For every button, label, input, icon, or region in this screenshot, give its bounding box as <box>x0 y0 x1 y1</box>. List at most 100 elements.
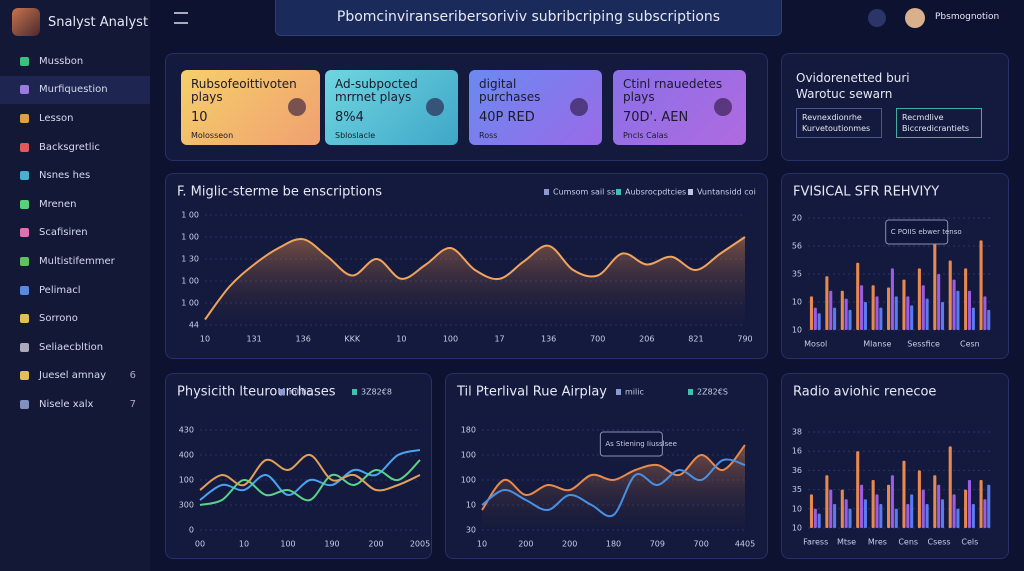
x-tick-label: 10 <box>239 540 249 549</box>
menu-item[interactable]: Juesel amnay 6 <box>0 362 150 391</box>
chart-title: Radio aviohic renecoe <box>793 385 936 400</box>
bar <box>894 296 898 330</box>
summary-box: Revnexdionrhe Kurvetoutionmes <box>796 108 882 138</box>
summary-line: Kurvetoutionmes <box>802 124 871 133</box>
icon[interactable] <box>868 9 886 27</box>
bar <box>871 480 875 528</box>
menu-item[interactable]: Murfiquestion <box>0 75 150 105</box>
bar <box>967 480 972 528</box>
x-tick-label: 100 <box>280 540 295 549</box>
x-tick-label: 00 <box>195 540 205 549</box>
x-tick-label: 10 <box>477 540 487 549</box>
bar <box>848 508 852 528</box>
summary-panel: Ovidorenetted buri Warotuc sewarn Revnex… <box>781 53 1009 161</box>
tooltip-text: As Stiening Iiusslsee <box>605 440 677 448</box>
bar <box>856 262 860 330</box>
bar <box>917 470 921 528</box>
bar <box>825 475 829 528</box>
card-icon <box>288 98 306 116</box>
line <box>199 453 421 492</box>
summary-line: Revnexdionrhe <box>802 113 862 122</box>
bar <box>925 504 929 528</box>
card-value: 40P RED <box>479 110 535 125</box>
y-tick-label: 56 <box>792 242 802 251</box>
menu-item[interactable]: Multistifemmer <box>0 247 150 276</box>
avatar <box>12 8 40 36</box>
x-tick-label: 136 <box>296 335 311 344</box>
y-tick-label: 10 <box>792 524 802 533</box>
bar <box>948 446 952 528</box>
card-caption: Ross <box>479 131 498 140</box>
menu-item[interactable]: Scafisiren <box>0 219 150 248</box>
x-tick-label: 10 <box>396 335 406 344</box>
line <box>481 458 746 518</box>
menu-item[interactable]: Mussbon <box>0 47 150 76</box>
x-tick-label: 200 <box>368 540 383 549</box>
bar <box>940 499 945 528</box>
y-tick-label: 38 <box>792 428 802 437</box>
card-caption: Molosseon <box>191 131 234 140</box>
menu-item[interactable]: Mrenen <box>0 190 150 219</box>
x-tick-label: Sessfice <box>907 340 940 349</box>
menu-label: Murfiquestion <box>39 84 108 96</box>
bar <box>971 504 975 528</box>
menu-icon <box>20 113 29 123</box>
x-tick-label: 131 <box>246 335 261 344</box>
menu-icon <box>20 314 29 324</box>
stat-card: digital purchases 40P RED Ross <box>469 70 602 145</box>
x-tick-label: Csess <box>928 538 951 547</box>
menu-item[interactable]: Nsnes hes <box>0 161 150 190</box>
y-tick-label: 35 <box>792 485 802 494</box>
profile-name[interactable]: Pbsmognotion <box>935 12 1000 22</box>
y-tick-label: 16 <box>792 447 802 456</box>
bar <box>844 499 848 528</box>
x-tick-label: Mres <box>868 538 887 547</box>
bar <box>875 494 879 528</box>
menu-item[interactable]: Seliaecbltion <box>0 333 150 362</box>
bar <box>971 307 975 330</box>
bar <box>833 307 837 330</box>
bar <box>817 313 821 330</box>
area <box>205 237 745 325</box>
menu-item[interactable]: Backsgretlic <box>0 133 150 162</box>
bar <box>871 285 875 330</box>
stat-card: Ctinl rnauedetes plays 70D'. AEN Pncls Cal… <box>613 70 746 145</box>
bar <box>952 494 956 528</box>
menu-item[interactable]: Sorrono <box>0 304 150 333</box>
menu-icon <box>20 342 29 352</box>
bar <box>937 274 941 330</box>
bar <box>879 504 883 528</box>
menu-icon <box>20 85 29 95</box>
menu-item[interactable]: Lesson <box>0 104 150 133</box>
y-tick-label: 430 <box>179 426 194 435</box>
bar <box>983 296 987 330</box>
sidebar: Snalyst Analyst Mussbon Murfiquestion Less… <box>0 0 150 571</box>
menu-icon <box>20 285 29 295</box>
menu-label: Pelimacl <box>39 284 81 296</box>
menu-item[interactable]: Pelimacl <box>0 276 150 305</box>
bar <box>813 307 817 330</box>
bar <box>956 290 960 330</box>
profile-avatar[interactable] <box>905 8 925 28</box>
bar <box>983 499 987 528</box>
line <box>481 444 746 511</box>
y-tick-label: 10 <box>792 504 802 513</box>
bar <box>863 499 867 528</box>
x-tick-label: Faress <box>803 538 828 547</box>
bar <box>967 290 972 330</box>
bar <box>933 234 937 330</box>
bar <box>979 480 983 528</box>
y-tick-label: 300 <box>179 501 194 510</box>
bar <box>860 484 864 528</box>
legend-label: 3Z82€8 <box>361 388 392 397</box>
stat-card: Rubsofeoittivoten plays 10 Molosseon <box>181 70 320 145</box>
bar <box>910 494 914 528</box>
summary-line: Biccredicrantiets <box>902 124 970 133</box>
x-tick-label: 200 <box>518 540 533 549</box>
menu-button[interactable] <box>174 12 188 24</box>
y-tick-label: 35 <box>792 270 802 279</box>
bar <box>948 260 952 330</box>
menu-item[interactable]: Nisele xalx 7 <box>0 390 150 419</box>
menu-icon <box>20 399 29 409</box>
bar <box>906 296 910 330</box>
